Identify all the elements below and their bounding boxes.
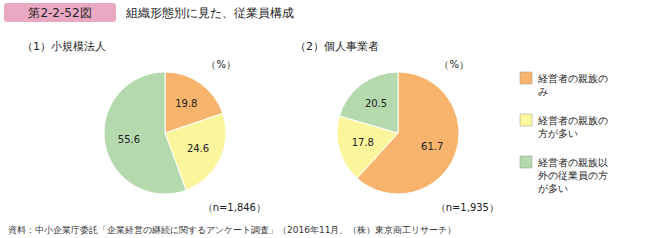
legend-swatch xyxy=(520,114,532,126)
legend: 経営者の親族のみ経営者の親族の方が多い経営者の親族以外の従業員の方が多い xyxy=(520,72,608,194)
data-label: 24.6 xyxy=(187,143,209,154)
data-label: 17.8 xyxy=(352,137,374,148)
slices xyxy=(337,72,459,194)
chart-title: （2）個人事業者 xyxy=(295,40,379,53)
source: 資料：中小企業庁委託「企業経営の継続に関するアンケート調査」（2016年11月、… xyxy=(8,225,456,235)
chart-title: （1）小規模法人 xyxy=(22,40,106,53)
data-labels: 19.8 24.6 55.6 xyxy=(118,98,209,155)
legend-swatch xyxy=(520,72,532,84)
legend-swatch xyxy=(520,156,532,168)
figure: 第2-2-52図 組織形態別に見た、従業員構成資料：中小企業庁委託「企業経営の継続… xyxy=(0,0,665,238)
slices xyxy=(104,72,226,194)
pie-chart: （2）個人事業者 61.7 17.8 20.5 （%） （n=1,935） xyxy=(295,40,499,213)
pie-chart: （1）小規模法人 19.8 24.6 55.6 （%） （n=1,846） xyxy=(22,40,266,213)
pie-slice xyxy=(339,72,398,133)
annotation: （%） xyxy=(206,59,236,70)
pie-slice xyxy=(104,72,186,194)
data-label: 55.6 xyxy=(118,134,140,145)
data-label: 20.5 xyxy=(365,98,387,109)
legend-entry: 経営者の親族の方が多い xyxy=(537,115,608,139)
annotation: （n=1,846） xyxy=(203,202,266,213)
data-label: 19.8 xyxy=(175,98,197,109)
legend-entry: 経営者の親族のみ xyxy=(537,73,608,97)
figure-title: 組織形態別に見た、従業員構成 xyxy=(125,6,294,20)
legend-entry: 経営者の親族以外の従業員の方が多い xyxy=(537,157,608,194)
figure-number-box xyxy=(4,3,116,22)
data-label: 61.7 xyxy=(421,141,443,152)
data-labels: 61.7 17.8 20.5 xyxy=(352,98,444,151)
annotation: （%） xyxy=(439,59,469,70)
figure-number: 第2-2-52図 xyxy=(28,6,91,20)
annotation: （n=1,935） xyxy=(436,202,499,213)
